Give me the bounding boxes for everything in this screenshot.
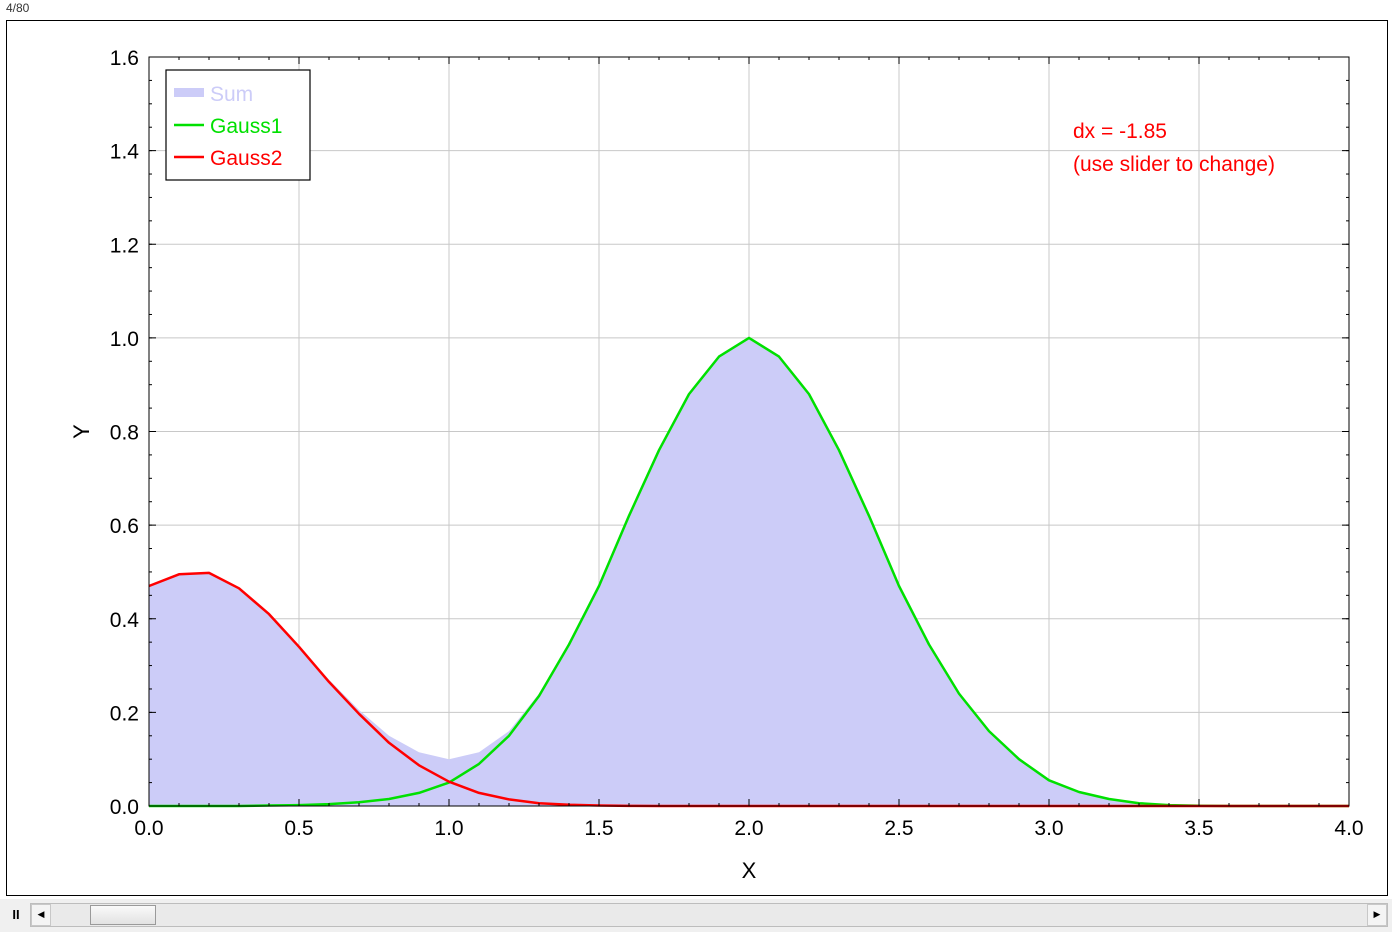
x-tick-label: 3.5 — [1184, 817, 1213, 840]
area-layer — [149, 337, 1349, 806]
x-tick-label: 1.5 — [584, 817, 613, 840]
frame-slider[interactable]: ◀ ▶ — [30, 903, 1388, 927]
slider-thumb[interactable] — [90, 905, 157, 925]
x-axis-label: X — [742, 858, 757, 883]
legend-label-gauss1: Gauss1 — [210, 115, 282, 138]
y-tick-label: 1.6 — [110, 47, 139, 70]
pause-button[interactable]: II — [12, 907, 20, 922]
chart: 0.0 0.5 1.0 1.5 2.0 2.5 3.0 3.5 4.0 0.0 0.2 0.4 0.6 0… — [69, 47, 1364, 883]
annotation-dx: dx = -1.85 — [1073, 120, 1167, 143]
x-tick-label: 4.0 — [1334, 817, 1363, 840]
y-tick-label: 0.8 — [110, 422, 139, 445]
legend-swatch-sum — [174, 88, 204, 97]
legend-label-sum: Sum — [210, 83, 253, 106]
y-tick-label: 0.4 — [110, 609, 140, 632]
plot-panel: 0.0 0.5 1.0 1.5 2.0 2.5 3.0 3.5 4.0 0.0 0.2 0.4 0.6 0… — [6, 20, 1388, 896]
x-tick-label: 2.0 — [734, 817, 763, 840]
scroll-left-icon[interactable]: ◀ — [31, 904, 51, 926]
scroll-right-icon[interactable]: ▶ — [1367, 904, 1387, 926]
y-tick-label: 1.4 — [110, 141, 140, 164]
y-tick-label: 0.0 — [110, 796, 139, 819]
y-tick-label: 0.2 — [110, 702, 139, 725]
x-tick-label: 0.0 — [134, 817, 163, 840]
y-tick-label: 1.0 — [110, 328, 139, 351]
legend-label-gauss2: Gauss2 — [210, 147, 282, 170]
legend: Sum Gauss1 Gauss2 — [165, 69, 311, 181]
series-gauss1-line — [149, 336, 1349, 808]
y-tick-label: 1.2 — [110, 234, 139, 257]
x-tick-label: 2.5 — [884, 817, 913, 840]
tick-labels: 0.0 0.5 1.0 1.5 2.0 2.5 3.0 3.5 4.0 0.0 0.2 0.4 0.6 0… — [110, 47, 1364, 840]
annotation-hint: (use slider to change) — [1073, 153, 1275, 176]
frame-counter: 4/80 — [6, 1, 30, 15]
x-tick-label: 3.0 — [1034, 817, 1063, 840]
x-tick-label: 1.0 — [434, 817, 463, 840]
animation-controls: II ◀ ▶ — [0, 899, 1392, 932]
y-axis-label: Y — [69, 424, 94, 439]
series-sum-area — [149, 337, 1349, 806]
y-tick-label: 0.6 — [110, 515, 139, 538]
x-tick-label: 0.5 — [284, 817, 313, 840]
ticks — [148, 56, 1350, 807]
